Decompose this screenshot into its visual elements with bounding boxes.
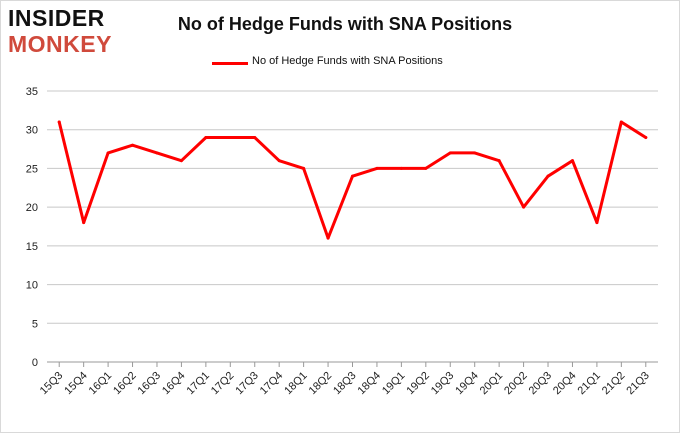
x-tick-label: 16Q2	[111, 370, 139, 398]
x-tick-label: 16Q3	[136, 370, 164, 398]
series-line	[57, 120, 648, 240]
data-point	[277, 159, 281, 163]
x-tick-label: 17Q1	[184, 370, 212, 398]
y-tick-label: 30	[26, 125, 38, 137]
data-point	[644, 135, 648, 139]
x-tick-label: 21Q1	[575, 370, 603, 398]
x-tick-label: 20Q2	[502, 370, 530, 398]
logo-line-2: MONKEY	[8, 31, 112, 57]
y-tick-label: 10	[26, 280, 38, 292]
data-point	[473, 151, 477, 155]
data-point	[131, 143, 135, 147]
data-point	[595, 221, 599, 225]
chart-title: No of Hedge Funds with SNA Positions	[177, 14, 513, 34]
x-tick-label: 15Q4	[62, 370, 90, 398]
data-point	[424, 166, 428, 170]
legend-label: No of Hedge Funds with SNA Positions	[252, 55, 443, 67]
data-point	[179, 159, 183, 163]
x-tick-label: 19Q1	[380, 370, 408, 398]
data-point	[228, 135, 232, 139]
x-tick-label: 19Q4	[453, 370, 481, 398]
y-tick-label: 25	[26, 163, 38, 175]
data-point	[302, 166, 306, 170]
y-tick-label: 20	[26, 202, 38, 214]
x-tick-label: 18Q4	[356, 370, 384, 398]
y-axis-ticks: 0 5 10 15 20 25 30 35	[26, 86, 38, 369]
x-tick-label: 18Q3	[331, 370, 359, 398]
data-point	[375, 166, 379, 170]
y-tick-label: 35	[26, 86, 38, 98]
data-point	[546, 174, 550, 178]
y-tick-label: 0	[32, 357, 38, 369]
y-tick-label: 15	[26, 241, 38, 253]
data-point	[619, 120, 623, 124]
x-tick-label: 16Q4	[160, 370, 188, 398]
x-tick-label: 21Q2	[600, 370, 628, 398]
data-point	[57, 120, 61, 124]
data-point	[570, 159, 574, 163]
legend-swatch	[212, 62, 248, 65]
x-tick-label: 17Q2	[209, 370, 237, 398]
x-tick-label: 15Q3	[38, 370, 66, 398]
data-point	[155, 151, 159, 155]
data-point	[106, 151, 110, 155]
x-tick-label: 20Q3	[527, 370, 555, 398]
x-tick-label: 20Q4	[551, 370, 579, 398]
data-point	[204, 135, 208, 139]
x-tick-label: 19Q2	[404, 370, 432, 398]
x-tick-label: 19Q3	[429, 370, 457, 398]
data-point	[351, 174, 354, 178]
x-tick-label: 17Q3	[233, 370, 261, 398]
data-point	[253, 135, 257, 139]
series-group	[57, 120, 648, 240]
data-point	[522, 205, 526, 209]
x-tick-label: 16Q1	[87, 370, 115, 398]
logo-line-1: INSIDER	[8, 5, 105, 31]
x-axis-ticks: 15Q315Q416Q116Q216Q316Q417Q117Q217Q317Q4…	[38, 362, 652, 397]
x-tick-label: 18Q1	[282, 370, 310, 398]
data-point	[399, 166, 403, 170]
y-tick-label: 5	[32, 318, 38, 330]
grid-lines	[47, 90, 658, 363]
data-point	[326, 236, 330, 240]
x-tick-label: 17Q4	[258, 370, 286, 398]
data-point	[497, 159, 501, 163]
data-point	[448, 151, 452, 155]
x-tick-label: 21Q3	[624, 370, 652, 398]
insider-monkey-logo: INSIDER MONKEY	[8, 6, 138, 58]
x-tick-label: 18Q2	[307, 370, 335, 398]
data-point	[82, 221, 86, 225]
x-tick-label: 20Q1	[478, 370, 506, 398]
